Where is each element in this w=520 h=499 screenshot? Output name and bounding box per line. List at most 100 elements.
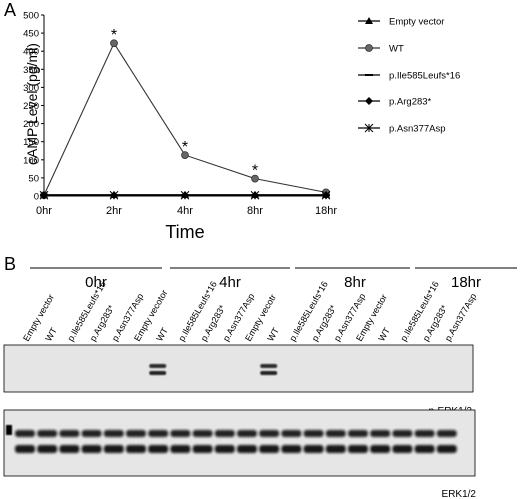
erk-band-upper bbox=[148, 430, 169, 437]
significance-marker: * bbox=[111, 27, 117, 44]
legend-item: p.Ile585Leufs*16 bbox=[358, 71, 460, 82]
erk-band-lower bbox=[170, 445, 191, 453]
erk-band-lower bbox=[37, 445, 58, 453]
legend-marker bbox=[364, 123, 374, 133]
legend-item: p.Arg283* bbox=[358, 97, 432, 108]
legend-item: p.Asn377Asp bbox=[358, 124, 446, 135]
time-group-label: 8hr bbox=[344, 274, 366, 291]
erk-band-lower bbox=[148, 445, 169, 453]
p-erk-band-lower bbox=[149, 371, 167, 375]
erk-band-lower bbox=[237, 445, 257, 453]
x-tick-label: 8hr bbox=[247, 205, 263, 217]
data-point bbox=[180, 190, 190, 200]
erk-band-lower bbox=[192, 445, 213, 453]
blot-top-bands bbox=[149, 364, 278, 375]
lane-label: WT bbox=[154, 325, 170, 343]
erk-band-lower bbox=[303, 445, 324, 453]
erk-band-lower bbox=[214, 445, 235, 453]
y-tick-label: 300 bbox=[23, 83, 39, 94]
panel-b-label: B bbox=[4, 254, 16, 274]
erk-band-upper bbox=[214, 430, 235, 437]
x-axis-ticks: 0hr 2hr 4hr 8hr 18hr bbox=[36, 196, 337, 217]
erk-band-upper bbox=[392, 430, 413, 437]
erk-band-upper bbox=[37, 430, 58, 437]
y-tick-label: 50 bbox=[28, 173, 39, 184]
time-group-label: 4hr bbox=[219, 274, 241, 291]
blot-bottom bbox=[3, 409, 476, 477]
erk-band-upper bbox=[103, 430, 124, 437]
p-erk-band-upper bbox=[149, 364, 167, 368]
legend-marker bbox=[365, 97, 373, 105]
data-point bbox=[251, 174, 259, 183]
erk-band-upper bbox=[170, 430, 191, 437]
series-WT bbox=[40, 39, 330, 200]
series-layer bbox=[39, 39, 331, 200]
erk-band-upper bbox=[370, 430, 391, 437]
time-group-label: 18hr bbox=[451, 274, 481, 291]
y-tick-label: 250 bbox=[23, 101, 39, 112]
erk-band-lower bbox=[126, 445, 146, 453]
y-tick-label: 450 bbox=[23, 29, 39, 40]
erk-band-upper bbox=[259, 430, 280, 437]
data-point bbox=[109, 190, 119, 200]
data-point bbox=[110, 39, 118, 48]
y-tick-label: 400 bbox=[23, 47, 39, 58]
blot-bottom-bands bbox=[6, 425, 457, 453]
x-tick-label: 2hr bbox=[106, 205, 122, 217]
erk-band-lower bbox=[325, 445, 346, 453]
data-point bbox=[181, 151, 189, 159]
erk-band-upper bbox=[281, 430, 302, 437]
lane-label: p.Asn377Asp bbox=[443, 292, 478, 343]
erk-band-lower bbox=[81, 445, 102, 453]
erk-band-lower bbox=[348, 445, 368, 453]
erk-band-upper bbox=[303, 430, 324, 437]
erk-band-upper bbox=[237, 430, 257, 437]
erk-band-lower bbox=[414, 445, 435, 453]
erk-band-upper bbox=[436, 430, 457, 437]
panel-a-label: A bbox=[4, 0, 16, 20]
legend-label: Empty vector bbox=[389, 17, 444, 28]
erk-band-upper bbox=[348, 430, 368, 437]
significance-marker: * bbox=[182, 139, 188, 156]
erk-band-upper bbox=[81, 430, 102, 437]
erk-band-lower bbox=[436, 445, 457, 453]
lane-label: WT bbox=[265, 325, 281, 343]
significance-marker: * bbox=[252, 163, 258, 180]
erk-band-upper bbox=[59, 430, 80, 437]
legend: Empty vector WT p.Ile585Leufs*16 p.Arg283* p… bbox=[358, 17, 460, 135]
y-axis-label: cAMP Level (pg/ml) bbox=[24, 43, 40, 165]
series-line bbox=[43, 42, 327, 196]
blot-top bbox=[3, 344, 474, 393]
x-axis-label: Time bbox=[165, 222, 204, 242]
y-tick-label: 100 bbox=[23, 155, 39, 166]
y-tick-label: 500 bbox=[23, 11, 39, 22]
erk-band-lower bbox=[59, 445, 80, 453]
x-tick-label: 4hr bbox=[177, 205, 193, 217]
erk-band-lower bbox=[15, 445, 35, 453]
legend-label: WT bbox=[389, 44, 404, 55]
erk-band-lower bbox=[392, 445, 413, 453]
legend-label: p.Arg283* bbox=[389, 97, 432, 108]
y-axis-ticks: 0 50 100 150 200 250 300 350 400 450 500 bbox=[23, 11, 44, 203]
y-tick-label: 350 bbox=[23, 65, 39, 76]
erk-band-upper bbox=[192, 430, 213, 437]
p-erk-band-lower bbox=[260, 371, 278, 375]
lane-label: WT bbox=[376, 325, 392, 343]
legend-label: p.Ile585Leufs*16 bbox=[389, 71, 460, 82]
legend-label: p.Asn377Asp bbox=[389, 124, 446, 135]
legend-marker bbox=[365, 44, 373, 52]
lane-label: WT bbox=[43, 325, 59, 343]
y-tick-label: 0 bbox=[34, 192, 39, 203]
erk-band-lower bbox=[103, 445, 124, 453]
erk-band-upper bbox=[325, 430, 346, 437]
blot-bottom-label: ERK1/2 bbox=[442, 489, 477, 499]
y-tick-label: 200 bbox=[23, 119, 39, 130]
erk-band-lower bbox=[259, 445, 280, 453]
p-erk-band-upper bbox=[260, 364, 278, 368]
legend-item: WT bbox=[358, 44, 404, 55]
erk-band-upper bbox=[414, 430, 435, 437]
erk-band-lower bbox=[281, 445, 302, 453]
series-p.Asn377Asp bbox=[39, 190, 331, 200]
annotation-layer: * * * bbox=[111, 27, 258, 179]
